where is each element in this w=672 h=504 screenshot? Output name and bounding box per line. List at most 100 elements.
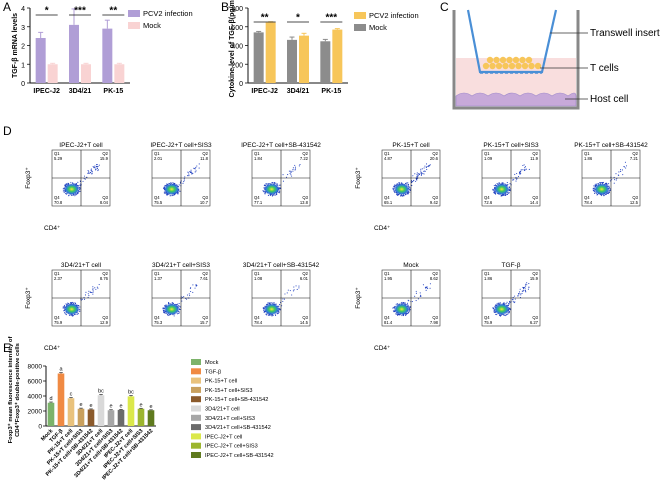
flow-event [178, 302, 180, 305]
x-tick-label: IPEC-J2 [33, 88, 60, 95]
flow-event [186, 175, 189, 177]
flow-event [268, 314, 270, 316]
flow-event [429, 283, 431, 285]
flow-event [403, 195, 405, 197]
y-tick-label: 3 [21, 25, 25, 32]
flow-event [420, 174, 422, 176]
flow-event [164, 312, 166, 314]
flow-event [63, 191, 65, 194]
chart-e: 0 2000 4000 6000 8000 Foxp3⁺ mean fluorescenc… [7, 337, 156, 481]
flow-event [425, 166, 427, 169]
flow-event [416, 179, 418, 181]
flow-event [179, 190, 181, 192]
flow-event [429, 287, 431, 289]
flow-event [273, 181, 275, 184]
q2-value: 6.01 [300, 276, 309, 281]
flow-event [523, 286, 525, 289]
flow-event [162, 307, 164, 309]
flow-event [279, 191, 281, 193]
flow-event [397, 194, 399, 196]
flow-event [167, 314, 169, 316]
flow-event [596, 183, 598, 185]
q1-value: 1.86 [484, 276, 493, 281]
flow-event [83, 175, 86, 177]
flow-event [412, 175, 414, 177]
legend-label: PK-15+T cell+SB-431542 [205, 397, 268, 403]
significance-letter: e [89, 403, 92, 409]
flow-event [514, 295, 516, 297]
q4-value: 75.5 [154, 200, 163, 205]
flow-event [277, 313, 279, 315]
flow-cytometry-panel: IPEC-J2+T cellQ15.29Q215.9Q470.8Q38.04IP… [25, 142, 648, 352]
flow-event [96, 167, 98, 169]
flow-event [275, 182, 277, 184]
bar [47, 402, 55, 426]
flow-event [505, 194, 507, 196]
y-tick-label: 8000 [28, 364, 43, 371]
flow-event [65, 183, 67, 185]
flow-event [507, 184, 509, 186]
flow-event [94, 165, 96, 167]
flow-event [411, 180, 413, 182]
q1-label: Q1 [484, 151, 490, 156]
q4-label: Q4 [484, 315, 490, 320]
flow-plot-title: IPEC-J2+T cell [59, 142, 103, 149]
flow-event [190, 287, 192, 289]
flow-event [523, 288, 525, 290]
flow-event [94, 167, 96, 169]
q3-label: Q3 [302, 195, 308, 200]
flow-event [417, 298, 419, 300]
flow-event [512, 301, 514, 303]
flow-event [279, 304, 281, 306]
flow-event [67, 182, 69, 184]
flow-event [495, 313, 497, 315]
legend-swatch [128, 22, 140, 29]
flow-event [608, 193, 610, 195]
bar [299, 35, 309, 83]
x-tick-label: PK-15 [103, 88, 123, 95]
flow-event [79, 310, 81, 313]
flow-event [518, 294, 520, 296]
flow-event [419, 295, 421, 297]
flow-x-axis-label: CD4⁺ [44, 225, 61, 232]
flow-event [517, 175, 520, 178]
bar [102, 28, 113, 83]
flow-event [528, 286, 530, 288]
flow-density-core [163, 183, 180, 196]
flow-event [414, 295, 416, 297]
flow-event [192, 173, 194, 175]
flow-event [405, 182, 407, 185]
bar [332, 29, 343, 83]
bar [81, 64, 91, 83]
legend-swatch [191, 386, 201, 393]
flow-event [287, 289, 289, 291]
flow-event [266, 314, 268, 316]
flow-event [190, 169, 192, 171]
flow-event [503, 302, 505, 304]
flow-event [188, 172, 190, 174]
flow-event [71, 315, 73, 317]
flow-event [186, 298, 188, 300]
flow-event [426, 168, 428, 171]
flow-event [524, 287, 526, 289]
q4-value: 70.8 [54, 200, 63, 205]
flow-event [179, 305, 181, 307]
flow-event [603, 195, 605, 197]
flow-event [84, 298, 86, 300]
t-cell [489, 62, 496, 70]
flow-event [91, 171, 93, 173]
flow-event [392, 187, 394, 189]
flow-event [493, 185, 495, 187]
flow-event [496, 302, 498, 304]
y-tick-label: 4 [21, 6, 25, 13]
flow-event [611, 179, 613, 181]
flow-event [427, 165, 429, 167]
flow-event [514, 173, 516, 175]
flow-event [415, 292, 417, 294]
q4-value: 78.4 [254, 320, 263, 325]
flow-event [392, 310, 394, 312]
q2-label: Q2 [202, 151, 208, 156]
flow-event [182, 182, 184, 184]
flow-event [428, 165, 430, 167]
